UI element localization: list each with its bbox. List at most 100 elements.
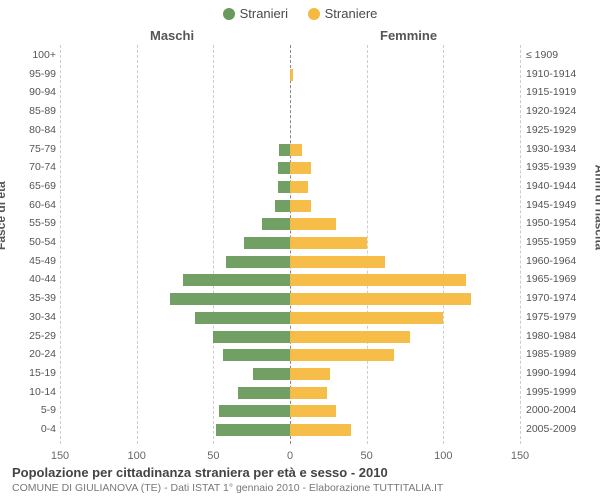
bar-male: [278, 181, 290, 193]
pyramid-row: [60, 68, 520, 82]
age-label: 60-64: [12, 198, 56, 212]
pyramid-row: [60, 311, 520, 325]
bar-female: [290, 293, 471, 305]
birth-year-label: 1925-1929: [526, 123, 588, 137]
bar-female: [290, 144, 302, 156]
x-tick-label: 50: [207, 450, 219, 462]
birth-year-label: 1970-1974: [526, 291, 588, 305]
bar-female: [290, 349, 394, 361]
age-label: 90-94: [12, 85, 56, 99]
age-label: 50-54: [12, 235, 56, 249]
bar-male: [238, 387, 290, 399]
bar-female: [290, 200, 311, 212]
gridline: [520, 45, 521, 444]
bar-male: [279, 144, 290, 156]
age-label: 20-24: [12, 347, 56, 361]
chart-subtitle: COMUNE DI GIULIANOVA (TE) - Dati ISTAT 1…: [12, 482, 588, 494]
bar-male: [244, 237, 290, 249]
birth-year-label: 1975-1979: [526, 310, 588, 324]
pyramid-row: [60, 236, 520, 250]
age-label: 40-44: [12, 272, 56, 286]
column-title-male: Maschi: [150, 28, 194, 43]
x-tick-label: 100: [434, 450, 452, 462]
birth-year-label: 1985-1989: [526, 347, 588, 361]
bar-female: [290, 256, 385, 268]
pyramid-row: [60, 404, 520, 418]
birth-year-label: 1990-1994: [526, 366, 588, 380]
age-label: 75-79: [12, 142, 56, 156]
bar-female: [290, 181, 308, 193]
x-tick-label: 150: [51, 450, 69, 462]
age-label: 25-29: [12, 329, 56, 343]
age-label: 70-74: [12, 160, 56, 174]
y-axis-title-left: Fasce di età: [0, 181, 8, 250]
age-label: 85-89: [12, 104, 56, 118]
birth-year-label: 1935-1939: [526, 160, 588, 174]
birth-year-label: 2005-2009: [526, 422, 588, 436]
birth-year-label: ≤ 1909: [526, 48, 588, 62]
pyramid-row: [60, 255, 520, 269]
legend-item-female: Straniere: [308, 6, 378, 21]
legend-swatch-male: [223, 8, 235, 20]
bar-male: [262, 218, 290, 230]
birth-year-label: 1955-1959: [526, 235, 588, 249]
bar-male: [278, 162, 290, 174]
bar-female: [290, 387, 327, 399]
age-label: 5-9: [12, 403, 56, 417]
age-label: 55-59: [12, 216, 56, 230]
age-label: 80-84: [12, 123, 56, 137]
age-label: 0-4: [12, 422, 56, 436]
bar-female: [290, 162, 311, 174]
population-pyramid-chart: Stranieri Straniere Maschi Femmine Fasce…: [0, 0, 600, 500]
legend: Stranieri Straniere: [0, 6, 600, 23]
age-label: 15-19: [12, 366, 56, 380]
pyramid-row: [60, 330, 520, 344]
pyramid-row: [60, 180, 520, 194]
x-tick-label: 100: [127, 450, 145, 462]
bar-male: [275, 200, 290, 212]
pyramid-row: [60, 199, 520, 213]
birth-year-label: 1930-1934: [526, 142, 588, 156]
birth-year-label: 1980-1984: [526, 329, 588, 343]
birth-year-label: 1995-1999: [526, 385, 588, 399]
bar-male: [195, 312, 290, 324]
pyramid-row: [60, 86, 520, 100]
pyramid-row: [60, 105, 520, 119]
bar-female: [290, 218, 336, 230]
legend-item-male: Stranieri: [223, 6, 288, 21]
pyramid-row: [60, 386, 520, 400]
bar-male: [226, 256, 290, 268]
birth-year-label: 1940-1944: [526, 179, 588, 193]
legend-label-female: Straniere: [325, 6, 378, 21]
age-label: 10-14: [12, 385, 56, 399]
birth-year-label: 1960-1964: [526, 254, 588, 268]
birth-year-label: 1945-1949: [526, 198, 588, 212]
pyramid-row: [60, 161, 520, 175]
x-tick-label: 50: [361, 450, 373, 462]
bar-male: [216, 424, 290, 436]
pyramid-row: [60, 49, 520, 63]
bar-male: [213, 331, 290, 343]
chart-title: Popolazione per cittadinanza straniera p…: [12, 465, 588, 480]
birth-year-label: 1950-1954: [526, 216, 588, 230]
bar-female: [290, 405, 336, 417]
bar-female: [290, 424, 351, 436]
bar-female: [290, 331, 410, 343]
bar-female: [290, 237, 367, 249]
pyramid-row: [60, 217, 520, 231]
footer: Popolazione per cittadinanza straniera p…: [12, 465, 588, 494]
bar-female: [290, 312, 443, 324]
x-tick-label: 0: [287, 450, 293, 462]
bar-male: [253, 368, 290, 380]
birth-year-label: 1965-1969: [526, 272, 588, 286]
bar-female: [290, 69, 293, 81]
bar-male: [183, 274, 290, 286]
legend-label-male: Stranieri: [240, 6, 288, 21]
column-title-female: Femmine: [380, 28, 437, 43]
birth-year-label: 1910-1914: [526, 67, 588, 81]
legend-swatch-female: [308, 8, 320, 20]
pyramid-row: [60, 348, 520, 362]
pyramid-row: [60, 143, 520, 157]
bar-female: [290, 274, 466, 286]
plot-area: 15010050050100150: [60, 44, 520, 444]
